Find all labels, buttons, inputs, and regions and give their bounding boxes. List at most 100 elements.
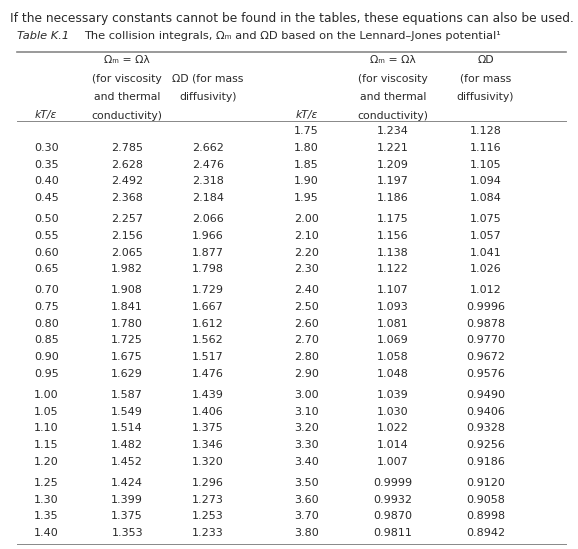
Text: 3.50: 3.50	[294, 478, 318, 488]
Text: 1.233: 1.233	[192, 528, 224, 538]
Text: 0.9576: 0.9576	[466, 369, 505, 379]
Text: 1.186: 1.186	[377, 193, 409, 203]
Text: 1.375: 1.375	[192, 423, 224, 433]
Text: 2.368: 2.368	[111, 193, 143, 203]
Text: 1.15: 1.15	[34, 440, 58, 450]
Text: 1.452: 1.452	[111, 457, 143, 467]
Text: (for viscosity: (for viscosity	[92, 74, 162, 84]
Text: 1.138: 1.138	[377, 248, 409, 257]
Text: 0.9120: 0.9120	[466, 478, 505, 488]
Text: 2.30: 2.30	[294, 264, 318, 274]
Text: 0.85: 0.85	[34, 335, 58, 345]
Text: 2.662: 2.662	[192, 143, 224, 153]
Text: 1.00: 1.00	[34, 390, 58, 400]
Text: 0.9672: 0.9672	[466, 352, 505, 362]
Text: 1.40: 1.40	[34, 528, 58, 538]
Text: 1.587: 1.587	[111, 390, 143, 400]
Text: 2.065: 2.065	[112, 248, 143, 257]
Text: 0.45: 0.45	[34, 193, 58, 203]
Text: 0.9811: 0.9811	[373, 528, 413, 538]
Text: 0.40: 0.40	[34, 176, 58, 187]
Text: conductivity): conductivity)	[358, 111, 428, 121]
Text: 1.25: 1.25	[34, 478, 58, 488]
Text: 2.50: 2.50	[294, 302, 318, 312]
Text: 0.9186: 0.9186	[466, 457, 505, 467]
Text: 1.966: 1.966	[192, 231, 224, 241]
Text: 1.30: 1.30	[34, 495, 58, 505]
Text: 2.184: 2.184	[192, 193, 224, 203]
Text: ΩD (for mass: ΩD (for mass	[172, 74, 244, 84]
Text: 1.041: 1.041	[470, 248, 501, 257]
Text: 0.9996: 0.9996	[466, 302, 505, 312]
Text: 1.95: 1.95	[294, 193, 318, 203]
Text: 1.399: 1.399	[111, 495, 143, 505]
Text: 2.10: 2.10	[294, 231, 318, 241]
Text: 1.039: 1.039	[377, 390, 409, 400]
Text: 1.05: 1.05	[34, 407, 58, 417]
Text: 1.908: 1.908	[111, 285, 143, 295]
Text: 1.175: 1.175	[377, 214, 409, 224]
Text: 2.70: 2.70	[294, 335, 319, 345]
Text: 2.00: 2.00	[294, 214, 318, 224]
Text: 1.780: 1.780	[111, 319, 143, 329]
Text: 0.8998: 0.8998	[466, 511, 505, 521]
Text: 1.116: 1.116	[470, 143, 501, 153]
Text: 1.081: 1.081	[377, 319, 409, 329]
Text: 3.20: 3.20	[294, 423, 318, 433]
Text: 1.084: 1.084	[469, 193, 502, 203]
Text: Ωₘ = Ωλ: Ωₘ = Ωλ	[370, 55, 416, 65]
Text: Ωₘ = Ωλ: Ωₘ = Ωλ	[104, 55, 150, 65]
Text: 0.9406: 0.9406	[466, 407, 505, 417]
Text: 1.007: 1.007	[377, 457, 409, 467]
Text: 0.60: 0.60	[34, 248, 58, 257]
Text: 0.8942: 0.8942	[466, 528, 505, 538]
Text: and thermal: and thermal	[94, 92, 160, 103]
Text: 1.35: 1.35	[34, 511, 58, 521]
Text: 1.094: 1.094	[469, 176, 502, 187]
Text: 1.675: 1.675	[112, 352, 143, 362]
Text: 0.9878: 0.9878	[466, 319, 505, 329]
Text: 1.877: 1.877	[192, 248, 224, 257]
Text: 1.439: 1.439	[192, 390, 224, 400]
Text: 1.075: 1.075	[470, 214, 501, 224]
Text: 2.20: 2.20	[294, 248, 319, 257]
Text: ΩD: ΩD	[477, 55, 494, 65]
Text: 1.320: 1.320	[192, 457, 224, 467]
Text: 0.9870: 0.9870	[373, 511, 413, 521]
Text: 1.296: 1.296	[192, 478, 224, 488]
Text: 2.40: 2.40	[294, 285, 319, 295]
Text: 1.253: 1.253	[192, 511, 224, 521]
Text: 1.105: 1.105	[470, 160, 501, 170]
Text: 1.030: 1.030	[377, 407, 409, 417]
Text: 0.9999: 0.9999	[373, 478, 413, 488]
Text: 2.476: 2.476	[192, 160, 224, 170]
Text: 2.492: 2.492	[111, 176, 143, 187]
Text: The collision integrals, Ωₘ and ΩD based on the Lennard–Jones potential¹: The collision integrals, Ωₘ and ΩD based…	[84, 31, 501, 41]
Text: 3.40: 3.40	[294, 457, 318, 467]
Text: 1.424: 1.424	[111, 478, 143, 488]
Text: 1.90: 1.90	[294, 176, 318, 187]
Text: 2.257: 2.257	[111, 214, 143, 224]
Text: 0.9490: 0.9490	[466, 390, 505, 400]
Text: 3.70: 3.70	[294, 511, 318, 521]
Text: 0.9932: 0.9932	[373, 495, 413, 505]
Text: 1.156: 1.156	[377, 231, 409, 241]
Text: 1.562: 1.562	[192, 335, 224, 345]
Text: 1.667: 1.667	[192, 302, 224, 312]
Text: kT/ε: kT/ε	[295, 110, 317, 120]
Text: 1.482: 1.482	[111, 440, 143, 450]
Text: diffusivity): diffusivity)	[179, 92, 237, 103]
Text: 1.107: 1.107	[377, 285, 409, 295]
Text: 1.022: 1.022	[377, 423, 409, 433]
Text: 1.128: 1.128	[469, 126, 502, 136]
Text: 1.122: 1.122	[377, 264, 409, 274]
Text: 1.729: 1.729	[192, 285, 224, 295]
Text: 1.612: 1.612	[192, 319, 224, 329]
Text: 0.80: 0.80	[34, 319, 58, 329]
Text: 0.95: 0.95	[34, 369, 58, 379]
Text: 0.65: 0.65	[34, 264, 58, 274]
Text: 2.785: 2.785	[111, 143, 143, 153]
Text: 3.10: 3.10	[294, 407, 318, 417]
Text: 2.066: 2.066	[192, 214, 224, 224]
Text: 1.841: 1.841	[111, 302, 143, 312]
